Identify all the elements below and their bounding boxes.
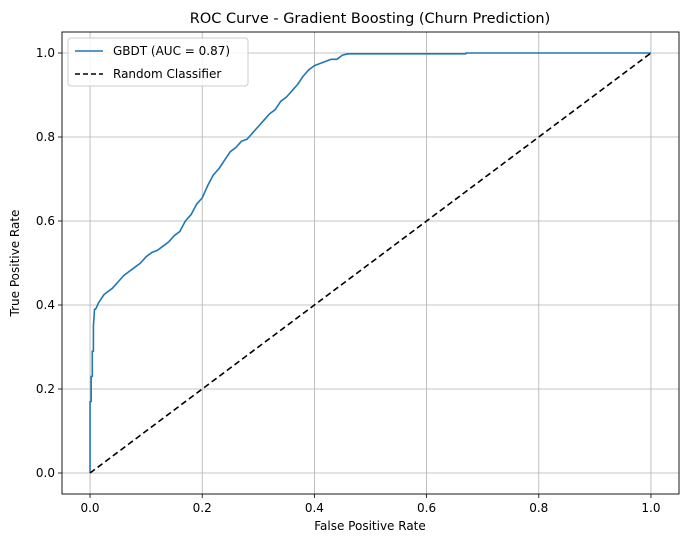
y-tick-label-1: 0.2	[36, 382, 55, 396]
series-line-0	[89, 52, 651, 473]
y-tick-label-3: 0.6	[36, 214, 55, 228]
y-tick-label-0: 0.0	[36, 466, 55, 480]
y-axis-label: True Positive Rate	[8, 210, 22, 318]
legend-label-gbdt: GBDT (AUC = 0.87)	[113, 44, 230, 58]
x-tick-label-0: 0.0	[80, 501, 99, 515]
y-axis-ticks: 0.0 0.2 0.4 0.6 0.8 1.0	[36, 46, 62, 480]
legend-box	[67, 37, 249, 87]
x-axis-ticks: 0.0 0.2 0.4 0.6 0.8 1.0	[80, 494, 661, 515]
y-tick-label-5: 1.0	[36, 46, 55, 60]
x-axis-label: False Positive Rate	[314, 519, 426, 533]
y-tick-label-2: 0.4	[36, 298, 55, 312]
x-tick-label-2: 0.4	[305, 501, 324, 515]
x-tick-label-5: 1.0	[641, 501, 660, 515]
plot-area-frame	[61, 31, 680, 495]
y-tick-label-4: 0.8	[36, 130, 55, 144]
x-tick-label-1: 0.2	[193, 501, 212, 515]
legend: GBDT (AUC = 0.87) Random Classifier	[67, 37, 249, 87]
x-tick-label-3: 0.6	[417, 501, 436, 515]
series-lines	[89, 52, 652, 474]
series-line-1	[89, 52, 652, 474]
chart-title: ROC Curve - Gradient Boosting (Churn Pre…	[190, 11, 551, 27]
legend-label-random: Random Classifier	[113, 67, 221, 81]
x-tick-label-4: 0.8	[529, 501, 548, 515]
